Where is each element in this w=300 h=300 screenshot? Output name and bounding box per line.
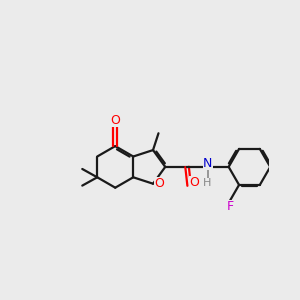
Text: O: O [110,115,120,128]
Text: O: O [189,176,199,189]
Text: H: H [203,178,211,188]
Text: F: F [226,200,233,213]
Text: N: N [203,157,213,169]
Text: O: O [154,177,164,190]
